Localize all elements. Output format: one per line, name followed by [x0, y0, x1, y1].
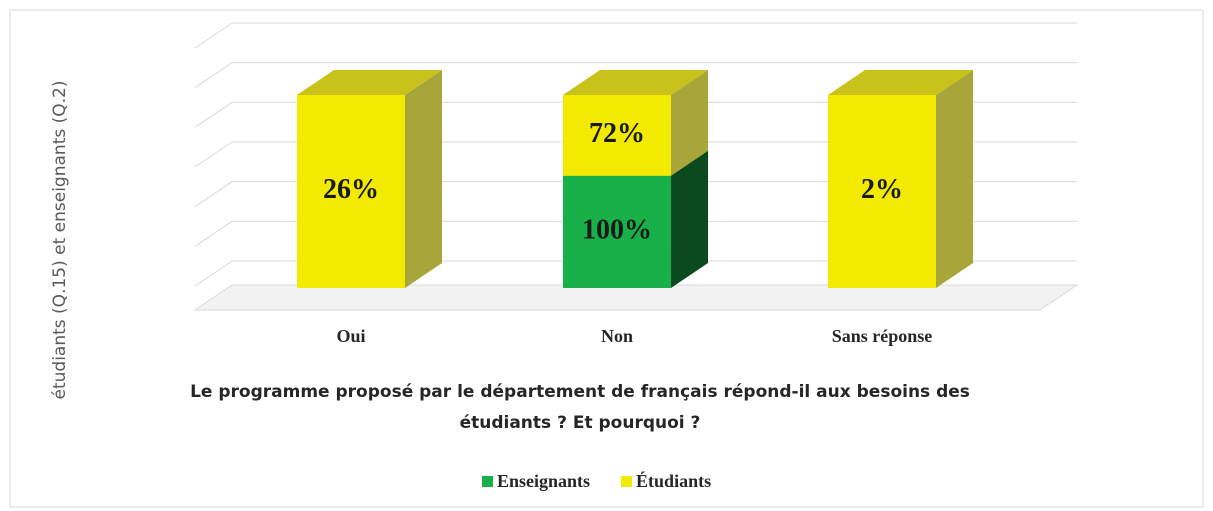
wall-line: [194, 220, 233, 247]
bar-side: [671, 70, 708, 176]
data-label: 100%: [582, 214, 652, 245]
chart-title-line: étudiants ? Et pourquoi ?: [460, 413, 701, 433]
wall-line: [194, 181, 233, 208]
legend-swatch: [482, 476, 493, 487]
wall-line: [194, 62, 233, 89]
data-label: 26%: [323, 174, 379, 205]
floor: [193, 284, 1079, 311]
bar: [563, 175, 671, 288]
bar: [563, 95, 671, 176]
data-label: 2%: [861, 174, 903, 205]
y-axis-label: étudiants (Q.15) et enseignants (Q.2): [50, 81, 70, 400]
legend-label: Étudiants: [636, 470, 711, 491]
wall-line: [194, 141, 233, 168]
legend-swatch: [621, 476, 633, 487]
wall-line: [194, 101, 233, 128]
x-tick-label: Non: [601, 326, 633, 346]
x-tick-label: Oui: [336, 326, 365, 346]
bar-top: [828, 70, 973, 95]
chart-title: Le programme proposé par le département …: [190, 382, 970, 402]
wall-line: [194, 260, 233, 287]
legend-label: Enseignants: [497, 471, 590, 491]
bar-side: [405, 70, 442, 288]
x-tick-label: Sans réponse: [832, 326, 933, 346]
bar-side: [936, 70, 973, 288]
bar: [828, 95, 936, 288]
bar-top: [297, 70, 442, 95]
wall-line: [194, 22, 233, 49]
bar-top: [563, 70, 708, 95]
bar: [297, 95, 405, 288]
data-label: 72%: [589, 118, 645, 149]
bar-side: [671, 150, 708, 288]
